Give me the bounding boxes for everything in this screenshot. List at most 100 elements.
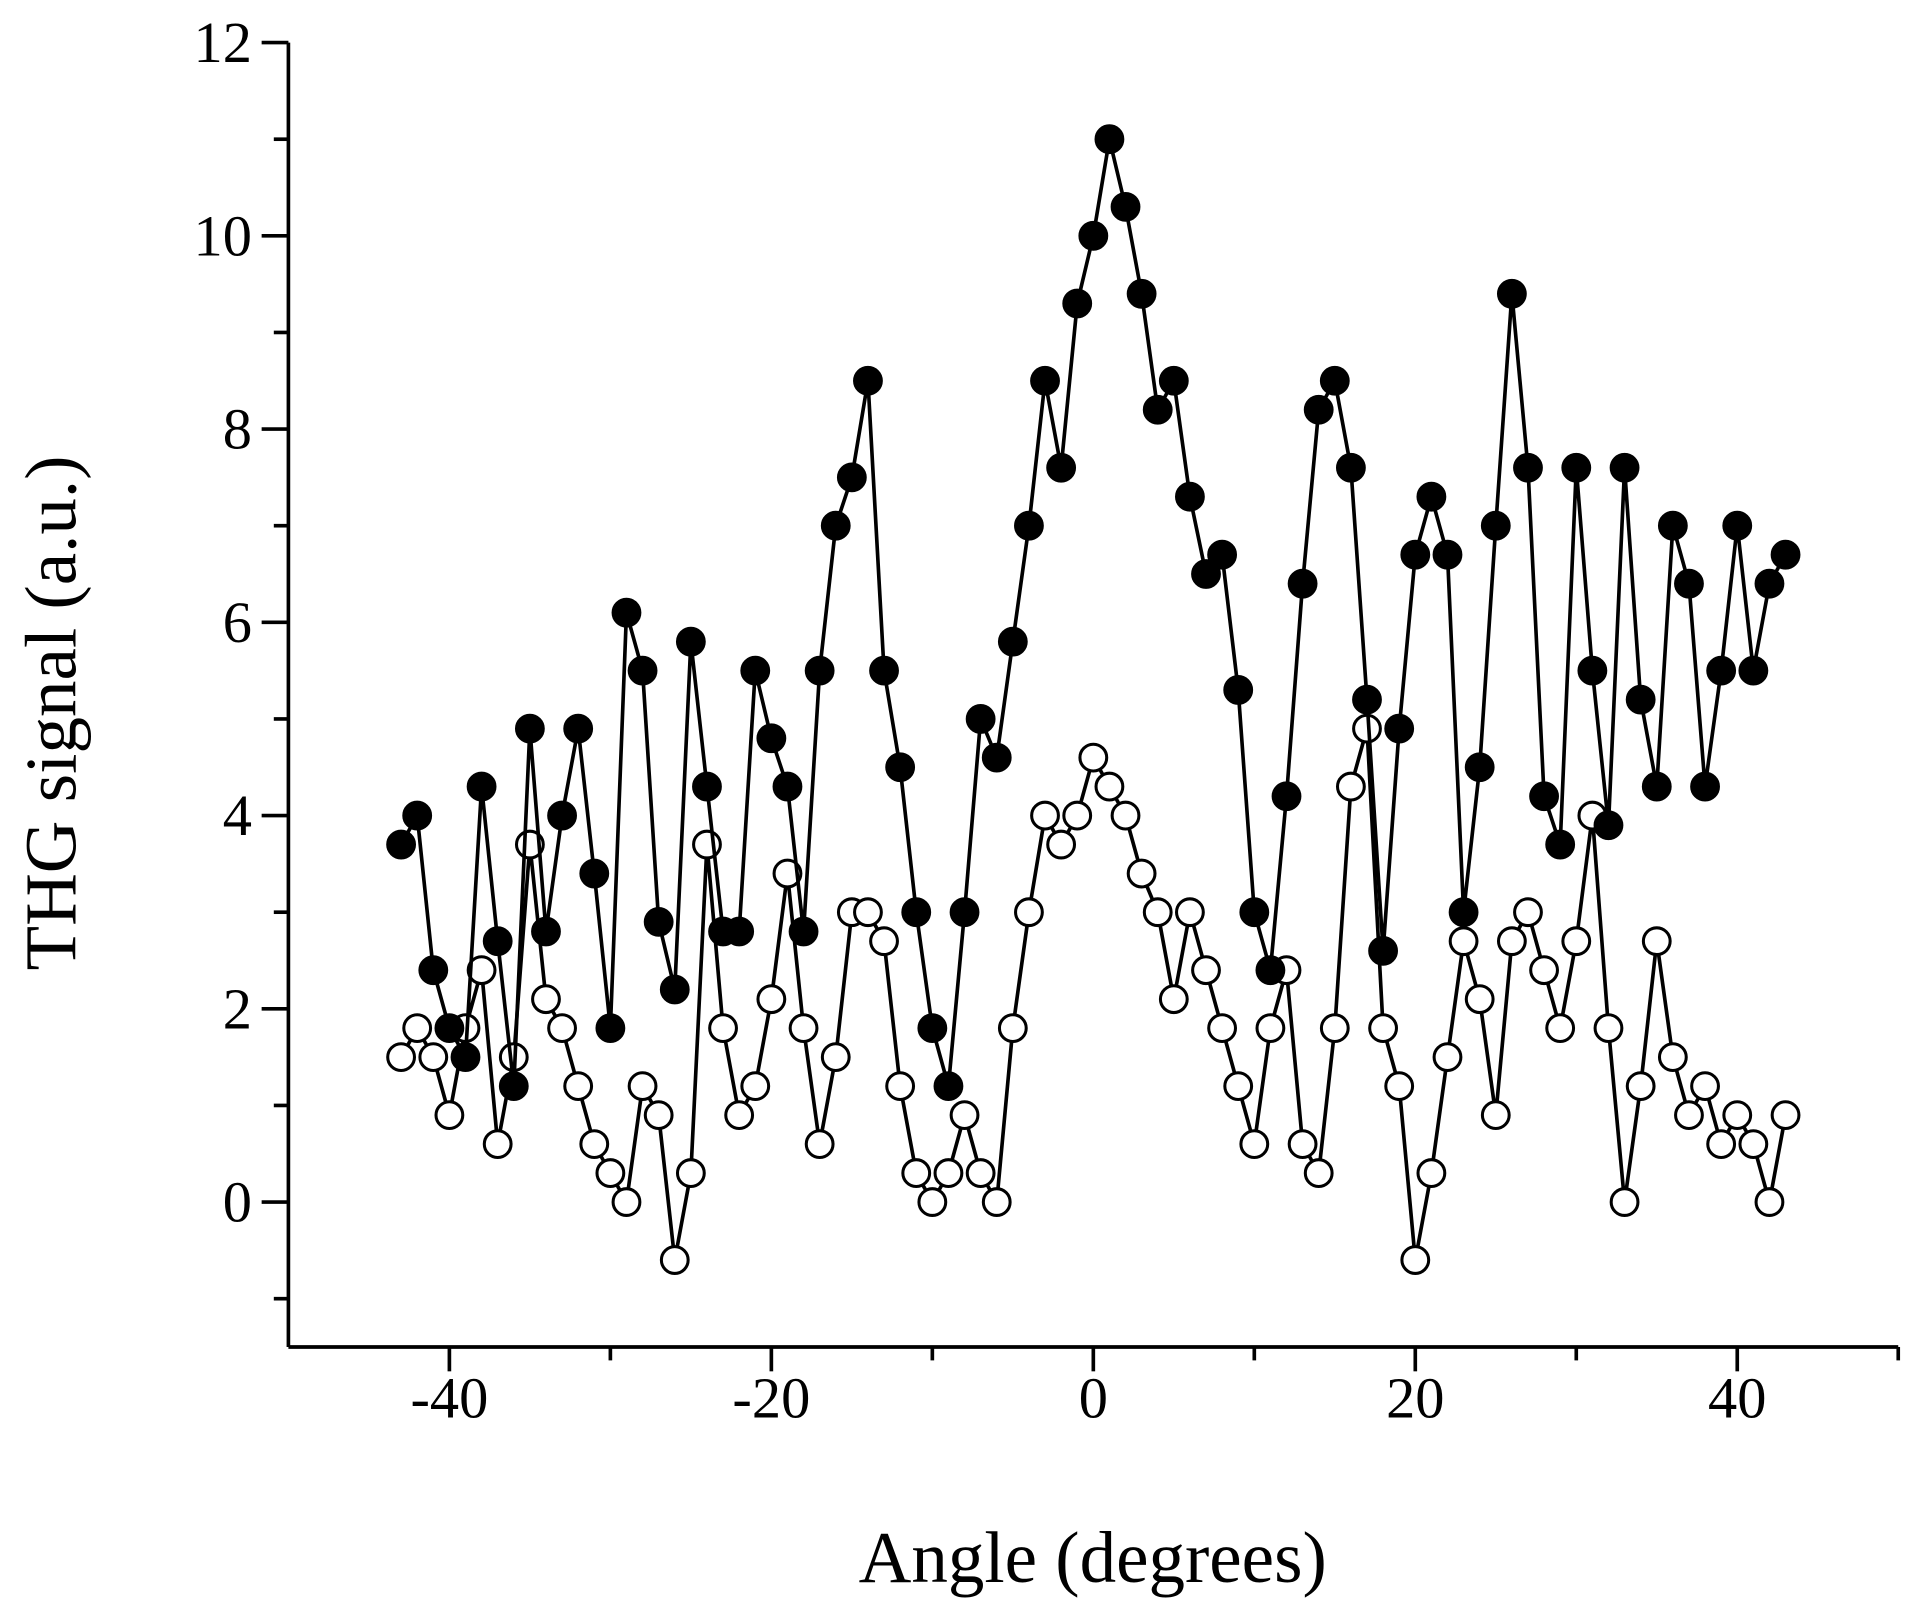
data-point — [1416, 1158, 1447, 1188]
data-point — [1529, 781, 1559, 812]
data-point — [1110, 191, 1141, 222]
data-point — [1770, 539, 1801, 570]
data-point — [1062, 800, 1093, 831]
data-point — [1529, 955, 1559, 986]
data-point — [531, 916, 561, 947]
data-point — [772, 858, 803, 889]
data-point — [949, 1100, 980, 1131]
data-point — [1303, 1158, 1334, 1188]
data-point — [1271, 781, 1302, 812]
data-point — [675, 1158, 706, 1188]
data-point — [1480, 1100, 1511, 1131]
data-point — [611, 1187, 642, 1217]
data-point — [579, 1129, 610, 1159]
data-point — [965, 1158, 996, 1188]
data-point — [595, 1013, 626, 1044]
data-point — [917, 1013, 948, 1044]
data-point — [869, 655, 899, 686]
data-point — [1496, 278, 1527, 309]
data-point — [1480, 510, 1511, 541]
data-point — [1287, 568, 1318, 599]
data-point — [1641, 771, 1672, 802]
data-point — [579, 858, 610, 889]
data-point — [1641, 926, 1672, 957]
data-point — [563, 1071, 594, 1102]
data-point — [981, 1187, 1012, 1217]
data-point — [724, 916, 755, 947]
data-point — [917, 1187, 948, 1217]
data-point — [820, 510, 851, 541]
data-point — [1657, 510, 1688, 541]
data-point — [788, 916, 819, 947]
data-point — [1690, 771, 1720, 802]
data-point — [386, 1042, 417, 1073]
data-point — [498, 1071, 529, 1102]
data-point — [1416, 481, 1447, 512]
y-tick-label: 12 — [194, 10, 252, 75]
x-axis-label: Angle (degrees) — [859, 1517, 1327, 1598]
data-point — [1158, 984, 1189, 1015]
data-point — [418, 1042, 449, 1073]
data-point — [1030, 365, 1060, 396]
data-point — [1158, 365, 1189, 396]
data-point — [1335, 452, 1366, 483]
data-point — [1287, 1129, 1318, 1159]
data-point — [482, 926, 513, 957]
x-tick-label: -20 — [732, 1366, 810, 1431]
x-tick-label: 0 — [1079, 1366, 1108, 1431]
data-point — [1030, 800, 1060, 831]
data-point — [1142, 897, 1173, 928]
data-point — [1738, 655, 1769, 686]
data-point — [933, 1071, 964, 1102]
data-point — [1706, 655, 1737, 686]
data-point — [1384, 713, 1415, 744]
data-point — [853, 365, 883, 396]
data-point — [1319, 1013, 1350, 1044]
data-point — [1094, 771, 1125, 802]
data-point — [1770, 1100, 1801, 1131]
data-point — [627, 1071, 658, 1102]
data-point — [804, 1129, 835, 1159]
y-tick-label: 10 — [194, 203, 252, 268]
data-point — [1657, 1042, 1688, 1073]
data-point — [869, 926, 899, 957]
data-point — [1207, 1013, 1238, 1044]
data-point — [1593, 810, 1624, 841]
data-point — [1432, 539, 1463, 570]
x-tick-label: 40 — [1708, 1366, 1766, 1431]
data-point — [1094, 124, 1125, 155]
data-point — [981, 742, 1012, 773]
x-tick-label: -40 — [410, 1366, 488, 1431]
data-point — [1464, 984, 1495, 1015]
data-point — [1319, 365, 1350, 396]
data-point — [1609, 1187, 1640, 1217]
data-point — [1078, 220, 1109, 251]
data-point — [1239, 897, 1270, 928]
data-point — [547, 800, 577, 831]
data-point — [482, 1129, 513, 1159]
data-point — [1513, 452, 1543, 483]
y-tick-label: 2 — [223, 976, 252, 1041]
data-point — [1464, 752, 1495, 783]
data-point — [1046, 452, 1077, 483]
data-point — [1738, 1129, 1769, 1159]
data-point — [1448, 926, 1479, 957]
data-point — [997, 1013, 1028, 1044]
data-point — [466, 955, 497, 986]
data-point — [804, 655, 835, 686]
data-point — [1126, 858, 1157, 889]
data-point — [820, 1042, 851, 1073]
data-point — [1674, 1100, 1704, 1131]
data-point — [595, 1158, 626, 1188]
data-point — [1352, 684, 1382, 715]
data-point — [708, 1013, 738, 1044]
data-point — [1545, 1013, 1576, 1044]
data-point — [901, 1158, 932, 1188]
data-point — [1223, 675, 1254, 705]
data-point — [1625, 684, 1656, 715]
data-point — [836, 462, 867, 493]
data-point — [788, 1013, 819, 1044]
data-point — [1191, 559, 1221, 589]
data-point — [1239, 1129, 1270, 1159]
data-point — [1754, 568, 1785, 599]
